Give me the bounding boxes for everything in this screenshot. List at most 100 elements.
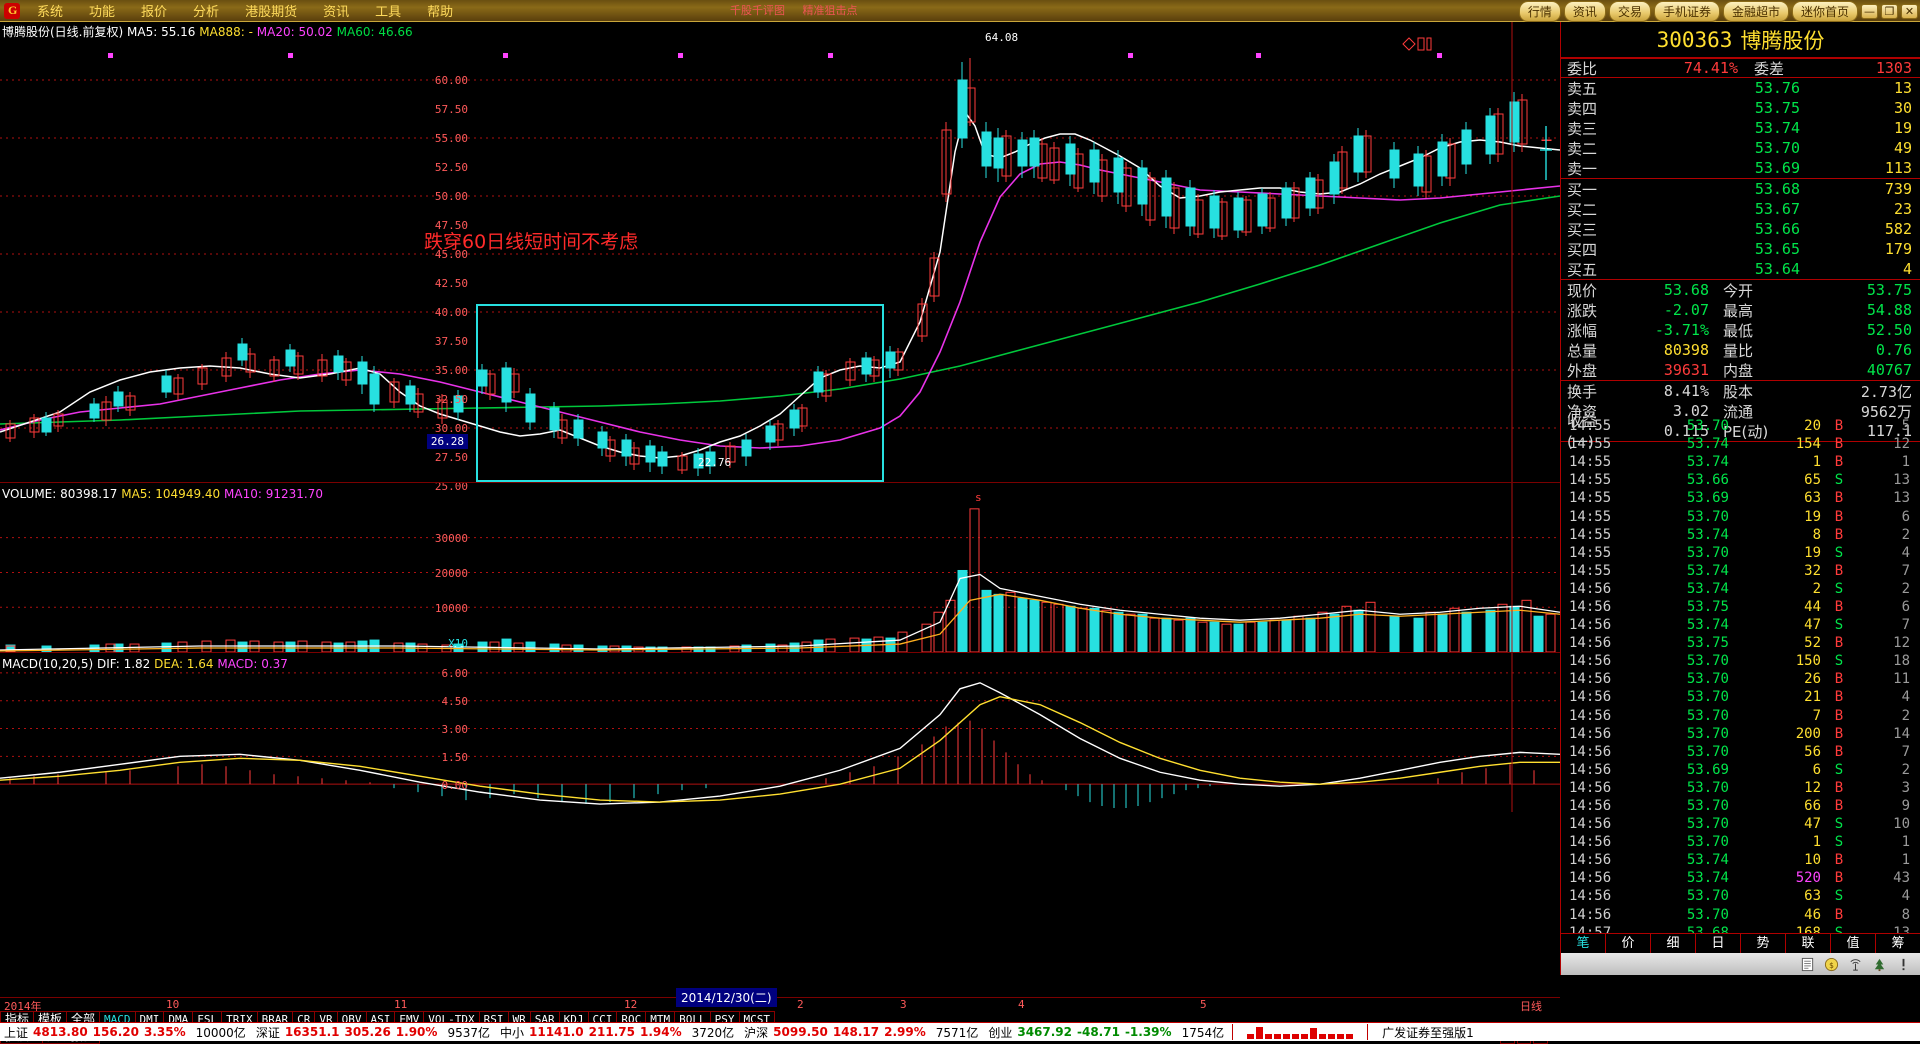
ask-row-1[interactable]: 卖一 53.69 113 (1561, 158, 1920, 178)
ask-row-2[interactable]: 卖二 53.70 49 (1561, 138, 1920, 158)
tick-row[interactable]: 14:55 53.69 63 B 13 (1561, 489, 1920, 507)
nav-pill-fin-market[interactable]: 金融超市 (1722, 1, 1789, 22)
ask-row-5[interactable]: 卖五 53.76 13 (1561, 78, 1920, 98)
market-ticker-bar[interactable]: 上证 4813.80 156.20 3.35% 10000亿 深证 16351.… (0, 1022, 1920, 1041)
tick-row[interactable]: 14:56 53.70 46 B 8 (1561, 906, 1920, 924)
tab-daily[interactable]: 日 (1696, 934, 1741, 953)
tab-linked[interactable]: 联 (1786, 934, 1831, 953)
tick-row[interactable]: 14:56 53.70 47 S 10 (1561, 815, 1920, 833)
tick-row[interactable]: 14:55 53.70 20 B 5 (1561, 417, 1920, 435)
tick-time: 14:56 (1569, 725, 1612, 742)
tick-row[interactable]: 14:55 53.70 19 S 4 (1561, 544, 1920, 562)
quote-panel[interactable]: 300363 博腾股份 委比 74.41% 委差 1303 卖五 53.76 1… (1560, 22, 1920, 975)
volume-panel[interactable]: s (0, 482, 1560, 652)
minimize-icon[interactable]: — (1861, 4, 1878, 19)
stat-row-price: 现价 53.68 今开 53.75 (1561, 280, 1920, 300)
nav-pill-news[interactable]: 资讯 (1563, 1, 1606, 22)
tab-detail[interactable]: 细 (1651, 934, 1696, 953)
menu-item-analysis[interactable]: 分析 (193, 5, 220, 20)
ask-book[interactable]: 卖五 53.76 13 卖四 53.75 30 卖三 53.74 19 卖二 5… (1561, 78, 1920, 178)
ask-price-5: 53.76 (1754, 79, 1800, 97)
tick-row[interactable]: 14:56 53.75 52 B 12 (1561, 634, 1920, 652)
tick-row[interactable]: 14:55 53.70 19 B 6 (1561, 507, 1920, 525)
tick-volume: 19 (1804, 544, 1821, 561)
tab-ticks[interactable]: 笔 (1561, 934, 1606, 953)
tick-row[interactable]: 14:56 53.74 2 S 2 (1561, 580, 1920, 598)
tick-row[interactable]: 14:56 53.74 47 S 7 (1561, 616, 1920, 634)
tree-icon[interactable] (1872, 957, 1887, 972)
tick-count: 11 (1893, 671, 1910, 688)
tick-row[interactable]: 14:56 53.70 66 B 9 (1561, 797, 1920, 815)
nav-pill-mini-home[interactable]: 迷你首页 (1791, 1, 1858, 22)
kline-panel[interactable]: 跌穿60日线短时间不考虑 64.08 22.76 (0, 22, 1560, 482)
tab-trend[interactable]: 势 (1741, 934, 1786, 953)
tick-row[interactable]: 14:56 53.70 7 B 2 (1561, 707, 1920, 725)
tick-row[interactable]: 14:55 53.74 1 B 1 (1561, 453, 1920, 471)
bid-label-2: 买二 (1567, 200, 1598, 219)
document-icon[interactable] (1800, 957, 1815, 972)
tick-time: 14:55 (1569, 490, 1612, 507)
stat-value-low: 52.50 (1866, 321, 1912, 339)
fundamentals-divider (1561, 380, 1920, 381)
bid-row-2[interactable]: 买二 53.67 23 (1561, 199, 1920, 219)
tick-row[interactable]: 14:56 53.70 56 B 7 (1561, 743, 1920, 761)
menu-item-news[interactable]: 资讯 (323, 5, 350, 20)
menu-item-hk-futures[interactable]: 港股期货 (245, 5, 298, 20)
main-menu-bar[interactable]: 系统 功能 报价 分析 港股期货 资讯 工具 帮助 千股千评图 精准狙击点 行情… (0, 0, 1920, 22)
ticker-change-2: 211.75 (588, 1025, 635, 1039)
tab-price[interactable]: 价 (1606, 934, 1651, 953)
coin-icon[interactable]: $ (1824, 957, 1839, 972)
ask-row-3[interactable]: 卖三 53.74 19 (1561, 118, 1920, 138)
tick-price: 53.70 (1686, 888, 1729, 905)
bid-row-4[interactable]: 买四 53.65 179 (1561, 239, 1920, 259)
tick-row[interactable]: 14:56 53.70 1 S 1 (1561, 833, 1920, 851)
macd-panel[interactable] (0, 652, 1560, 812)
restore-icon[interactable]: ❐ (1881, 4, 1898, 19)
tick-row[interactable]: 14:55 53.66 65 S 13 (1561, 471, 1920, 489)
tick-direction: B (1834, 562, 1844, 579)
ask-price-1: 53.69 (1754, 159, 1800, 177)
tick-row[interactable]: 14:56 53.70 63 S 4 (1561, 887, 1920, 905)
bid-row-3[interactable]: 买三 53.66 582 (1561, 219, 1920, 239)
close-icon[interactable]: ✕ (1901, 4, 1918, 19)
bid-row-5[interactable]: 买五 53.64 4 (1561, 259, 1920, 279)
tick-row[interactable]: 14:56 53.70 150 S 18 (1561, 652, 1920, 670)
system-tray[interactable]: $ (1561, 953, 1920, 975)
tick-row[interactable]: 14:56 53.74 10 B 1 (1561, 851, 1920, 869)
volume-tick-1: 20000 (434, 567, 468, 580)
tick-row[interactable]: 14:56 53.70 200 B 14 (1561, 725, 1920, 743)
tick-row[interactable]: 14:56 53.70 26 B 11 (1561, 670, 1920, 688)
menu-item-quotes[interactable]: 报价 (141, 5, 168, 20)
tick-row[interactable]: 14:55 53.74 32 B 7 (1561, 562, 1920, 580)
ask-row-4[interactable]: 卖四 53.75 30 (1561, 98, 1920, 118)
stock-name: 博腾股份 (1740, 28, 1825, 53)
alert-icon[interactable] (1896, 957, 1911, 972)
bid-row-1[interactable]: 买一 53.68 739 (1561, 179, 1920, 199)
menu-item-system[interactable]: 系统 (37, 5, 64, 20)
tick-list[interactable]: 14:55 53.70 20 B 5 14:55 53.74 154 B 12 14:55 53.74… (1561, 417, 1920, 933)
ticker-label-3: 沪深 (744, 1025, 769, 1040)
tab-value[interactable]: 值 (1831, 934, 1876, 953)
nav-pill-mobile[interactable]: 手机证券 (1653, 1, 1720, 22)
nav-pill-quotes[interactable]: 行情 (1518, 1, 1561, 22)
quote-tabs[interactable]: 笔 价 细 日 势 联 值 筹 (1561, 933, 1920, 953)
tick-row[interactable]: 14:56 53.74 520 B 43 (1561, 869, 1920, 887)
bid-book[interactable]: 买一 53.68 739 买二 53.67 23 买三 53.66 582 买四… (1561, 179, 1920, 279)
titlebar-right-controls[interactable]: 行情 资讯 交易 手机证券 金融超市 迷你首页 — ❐ ✕ (1518, 1, 1918, 22)
tick-row[interactable]: 14:56 53.69 6 S 2 (1561, 761, 1920, 779)
antenna-icon[interactable] (1848, 957, 1863, 972)
tab-chips[interactable]: 筹 (1876, 934, 1920, 953)
tick-row[interactable]: 14:55 53.74 154 B 12 (1561, 435, 1920, 453)
chart-area[interactable]: 博腾股份(日线.前复权) MA5: 55.16 MA888: - MA20: 5… (0, 22, 1560, 1044)
tick-row[interactable]: 14:56 53.70 21 B 4 (1561, 688, 1920, 706)
tick-row[interactable]: 14:57 53.68 168 S 13 (1561, 924, 1920, 933)
menu-item-help[interactable]: 帮助 (427, 5, 454, 20)
tick-volume: 63 (1804, 888, 1821, 905)
tick-row[interactable]: 14:55 53.74 8 B 2 (1561, 526, 1920, 544)
tick-time: 14:56 (1569, 761, 1612, 778)
tick-row[interactable]: 14:56 53.70 12 B 3 (1561, 779, 1920, 797)
menu-item-function[interactable]: 功能 (89, 5, 116, 20)
tick-row[interactable]: 14:56 53.75 44 B 6 (1561, 598, 1920, 616)
menu-item-tools[interactable]: 工具 (375, 5, 402, 20)
nav-pill-trade[interactable]: 交易 (1608, 1, 1651, 22)
